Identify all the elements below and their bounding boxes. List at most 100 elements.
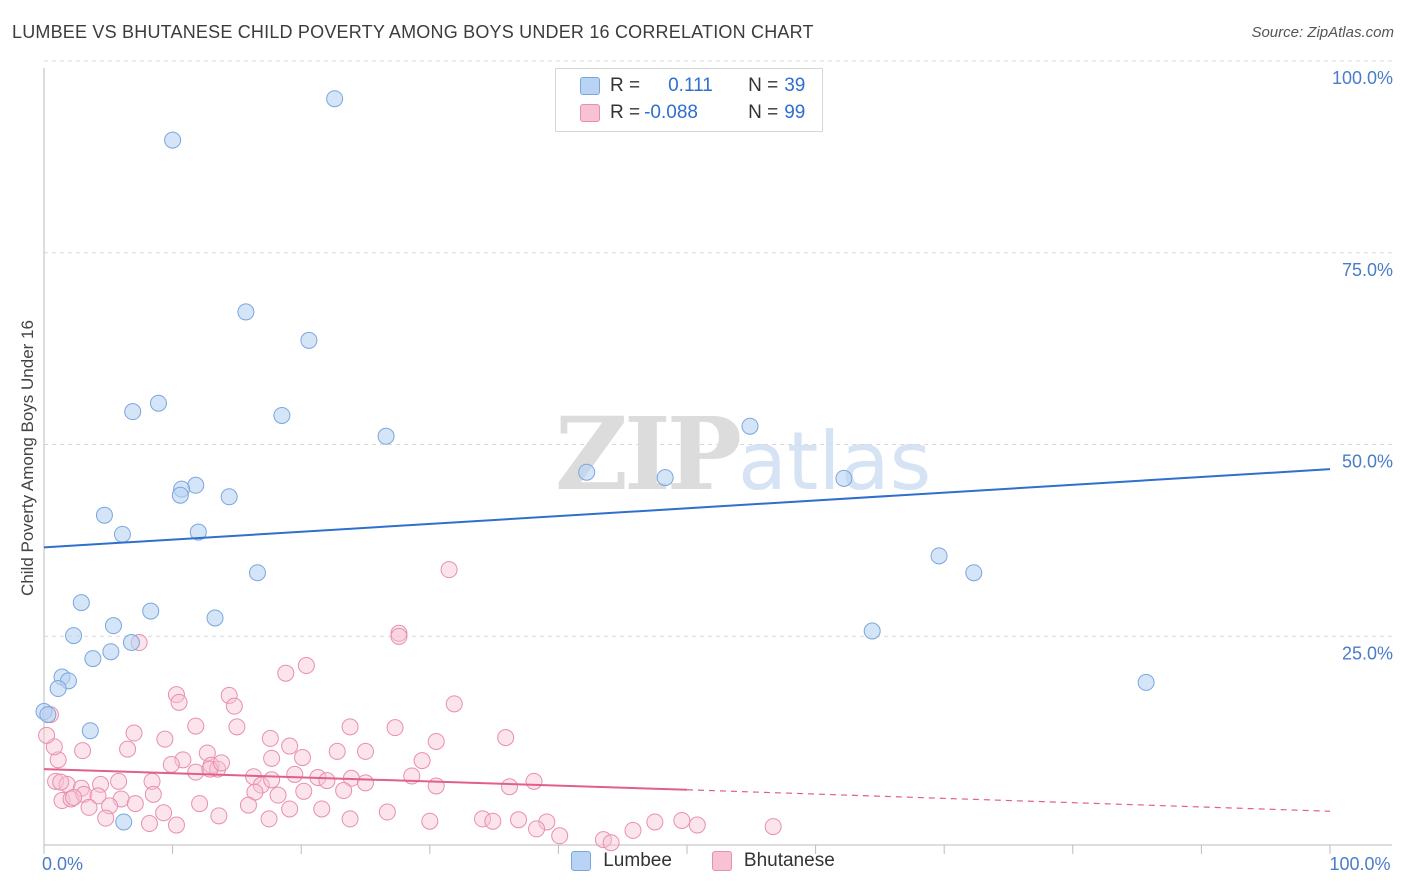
bhutanese-point bbox=[74, 742, 92, 760]
bhutanese-point bbox=[97, 809, 115, 827]
bhutanese-point bbox=[65, 788, 83, 806]
lumbee-point bbox=[142, 602, 160, 620]
bhutanese-point bbox=[75, 785, 93, 803]
bhutanese-point bbox=[427, 777, 445, 795]
bhutanese-point bbox=[80, 798, 98, 816]
watermark-zip: ZIP bbox=[555, 395, 742, 513]
watermark-atlas: atlas bbox=[737, 415, 932, 508]
bhutanese-point bbox=[263, 771, 281, 789]
bhutanese-point bbox=[445, 695, 463, 713]
lumbee-point bbox=[122, 634, 140, 652]
bhutanese-point bbox=[49, 751, 67, 769]
trend-layer bbox=[43, 468, 1331, 812]
bhutanese-point bbox=[510, 811, 528, 829]
bhutanese-point bbox=[335, 782, 353, 800]
bhutanese-point bbox=[318, 772, 336, 790]
bhutanese-point bbox=[624, 821, 642, 839]
bhutanese-point bbox=[252, 776, 270, 794]
lumbee-point bbox=[206, 609, 224, 627]
lumbee-point bbox=[164, 131, 182, 149]
bhutanese-point bbox=[688, 816, 706, 834]
lumbee-point bbox=[863, 622, 881, 640]
lumbee-n-value: 39 bbox=[784, 75, 806, 96]
legend-lumbee-swatch bbox=[571, 851, 592, 871]
bhutanese-point bbox=[413, 752, 431, 770]
bhutanese-point bbox=[474, 810, 492, 828]
lumbee-point bbox=[237, 303, 255, 321]
bhutanese-point bbox=[187, 717, 205, 735]
bhutanese-point bbox=[125, 724, 143, 742]
lumbee-r-label: R = bbox=[610, 75, 641, 96]
bhutanese-point bbox=[62, 790, 80, 808]
bhutanese-point bbox=[126, 795, 144, 813]
y-tick-label: 100.0% bbox=[1332, 68, 1393, 88]
lumbee-point bbox=[187, 476, 205, 494]
bhutanese-n-label: N = bbox=[748, 102, 779, 123]
x-tick-label: 0.0% bbox=[42, 854, 83, 874]
lumbee-point bbox=[656, 469, 674, 487]
lumbee-point bbox=[220, 488, 238, 506]
bhutanese-point bbox=[293, 749, 311, 767]
lumbee-point bbox=[113, 525, 131, 543]
lumbee-point bbox=[965, 564, 983, 582]
bhutanese-point bbox=[167, 816, 185, 834]
bhutanese-point bbox=[538, 813, 556, 831]
bhutanese-point bbox=[281, 800, 299, 818]
bhutanese-point bbox=[144, 785, 162, 803]
bhutanese-r-value: -0.088 bbox=[644, 102, 698, 123]
bhutanese-point bbox=[295, 782, 313, 800]
legend-bhutanese-swatch bbox=[711, 851, 732, 871]
legend-row-bhutanese: R = -0.088 N = 99 bbox=[580, 100, 805, 126]
lumbee-point bbox=[578, 463, 596, 481]
bhutanese-point bbox=[313, 800, 331, 818]
bhutanese-point bbox=[440, 561, 458, 579]
legend-lumbee-label: Lumbee bbox=[603, 850, 672, 871]
lumbee-point bbox=[273, 406, 291, 424]
legend-item-bhutanese: Bhutanese bbox=[711, 850, 835, 872]
series-legend: Lumbee Bhutanese bbox=[0, 850, 1406, 872]
lumbee-point bbox=[189, 523, 207, 541]
bhutanese-point bbox=[390, 627, 408, 645]
legend-row-lumbee: R = 0.111 N = 39 bbox=[580, 73, 805, 99]
lumbee-trendline bbox=[43, 468, 1331, 549]
bhutanese-point bbox=[484, 812, 502, 830]
bhutanese-point bbox=[602, 834, 620, 852]
bhutanese-point bbox=[162, 755, 180, 773]
lumbee-point bbox=[95, 506, 113, 524]
bhutanese-point bbox=[386, 719, 404, 737]
lumbee-point bbox=[115, 813, 133, 831]
source-credit: Source: ZipAtlas.com bbox=[1251, 24, 1394, 41]
bhutanese-point bbox=[378, 803, 396, 821]
lumbee-point bbox=[835, 469, 853, 487]
point-layer bbox=[35, 90, 1155, 852]
lumbee-swatch bbox=[580, 77, 600, 95]
bhutanese-point bbox=[260, 810, 278, 828]
lumbee-point bbox=[81, 722, 99, 740]
bhutanese-point bbox=[263, 749, 281, 767]
y-tick-label: 75.0% bbox=[1342, 260, 1393, 280]
bhutanese-point bbox=[228, 718, 246, 736]
bhutanese-point bbox=[421, 812, 439, 830]
bhutanese-point bbox=[170, 693, 188, 711]
bhutanese-point bbox=[110, 772, 128, 790]
lumbee-point bbox=[248, 564, 266, 582]
bhutanese-point bbox=[497, 729, 515, 747]
bhutanese-trendline-extension bbox=[686, 789, 1331, 812]
bhutanese-point bbox=[286, 765, 304, 783]
bhutanese-point bbox=[297, 657, 315, 675]
bhutanese-point bbox=[269, 786, 287, 804]
bhutanese-point bbox=[501, 778, 519, 796]
label-layer: 100.0% 75.0% 50.0% 25.0% 0.0% 100.0% bbox=[42, 68, 1393, 874]
lumbee-point bbox=[39, 706, 57, 724]
lumbee-point bbox=[84, 650, 102, 668]
bhutanese-point bbox=[646, 813, 664, 831]
lumbee-r-value: 0.111 bbox=[668, 75, 713, 96]
bhutanese-trendline bbox=[43, 768, 688, 791]
lumbee-point bbox=[149, 394, 167, 412]
x-tick-label: 100.0% bbox=[1329, 854, 1390, 874]
y-tick-label: 50.0% bbox=[1342, 452, 1393, 472]
axis-layer bbox=[43, 68, 1392, 854]
bhutanese-point bbox=[210, 807, 228, 825]
lumbee-point bbox=[102, 643, 120, 661]
